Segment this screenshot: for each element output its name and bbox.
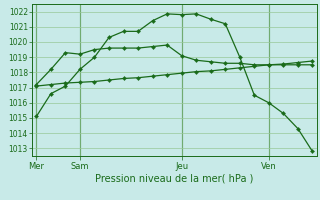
X-axis label: Pression niveau de la mer( hPa ): Pression niveau de la mer( hPa ) <box>95 173 253 183</box>
